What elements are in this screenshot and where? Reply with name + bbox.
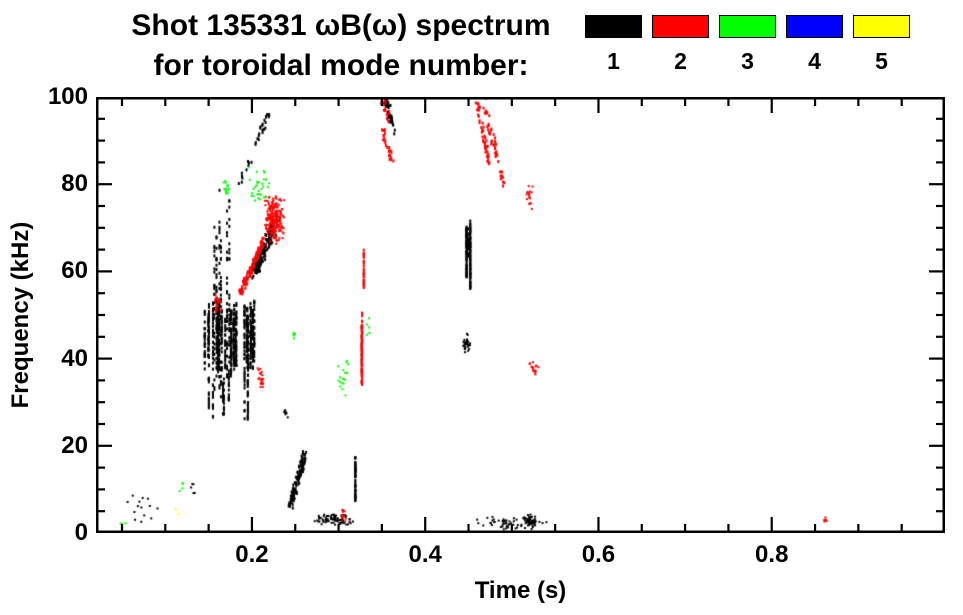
plot-frame [96, 97, 945, 533]
legend-label-mode-1: 1 [607, 48, 620, 74]
legend-label-mode-5: 5 [875, 48, 888, 74]
legend-swatch-mode-3 [719, 15, 776, 38]
plot-area [96, 97, 945, 533]
legend-swatches [585, 15, 910, 38]
y-tick-label-60: 60 [61, 257, 88, 285]
figure-title: Shot 135331 ωB(ω) spectrum for toroidal … [96, 6, 586, 86]
y-tick-label-40: 40 [61, 344, 88, 372]
x-axis-label: Time (s) [474, 577, 567, 604]
legend-labels: 1 2 3 4 5 [585, 48, 910, 75]
y-tick-label-100: 100 [47, 83, 88, 110]
legend-swatch-mode-4 [786, 15, 843, 38]
x-tick-label-0.6: 0.6 [581, 541, 616, 568]
y-tick-label-20: 20 [61, 431, 88, 459]
title-line1: Shot 135331 ωB(ω) spectrum [131, 9, 551, 42]
title-line2: for toroidal mode number: [153, 49, 529, 82]
x-tick-label-0.2: 0.2 [235, 541, 269, 568]
legend-label-mode-4: 4 [808, 48, 821, 74]
spectrum-scatter-canvas [96, 97, 945, 533]
legend-swatch-mode-2 [652, 15, 709, 38]
x-tick-label-0.4: 0.4 [408, 541, 442, 568]
y-axis-label: Frequency (kHz) [7, 221, 34, 409]
x-tick-label-0.8: 0.8 [755, 541, 789, 568]
legend-label-mode-3: 3 [741, 48, 754, 74]
legend-swatch-mode-1 [585, 15, 642, 38]
axes-layer [96, 97, 945, 533]
y-tick-label-0: 0 [74, 519, 88, 546]
legend-swatch-mode-5 [853, 15, 910, 38]
legend-label-mode-2: 2 [674, 48, 687, 74]
y-tick-label-80: 80 [61, 170, 88, 198]
